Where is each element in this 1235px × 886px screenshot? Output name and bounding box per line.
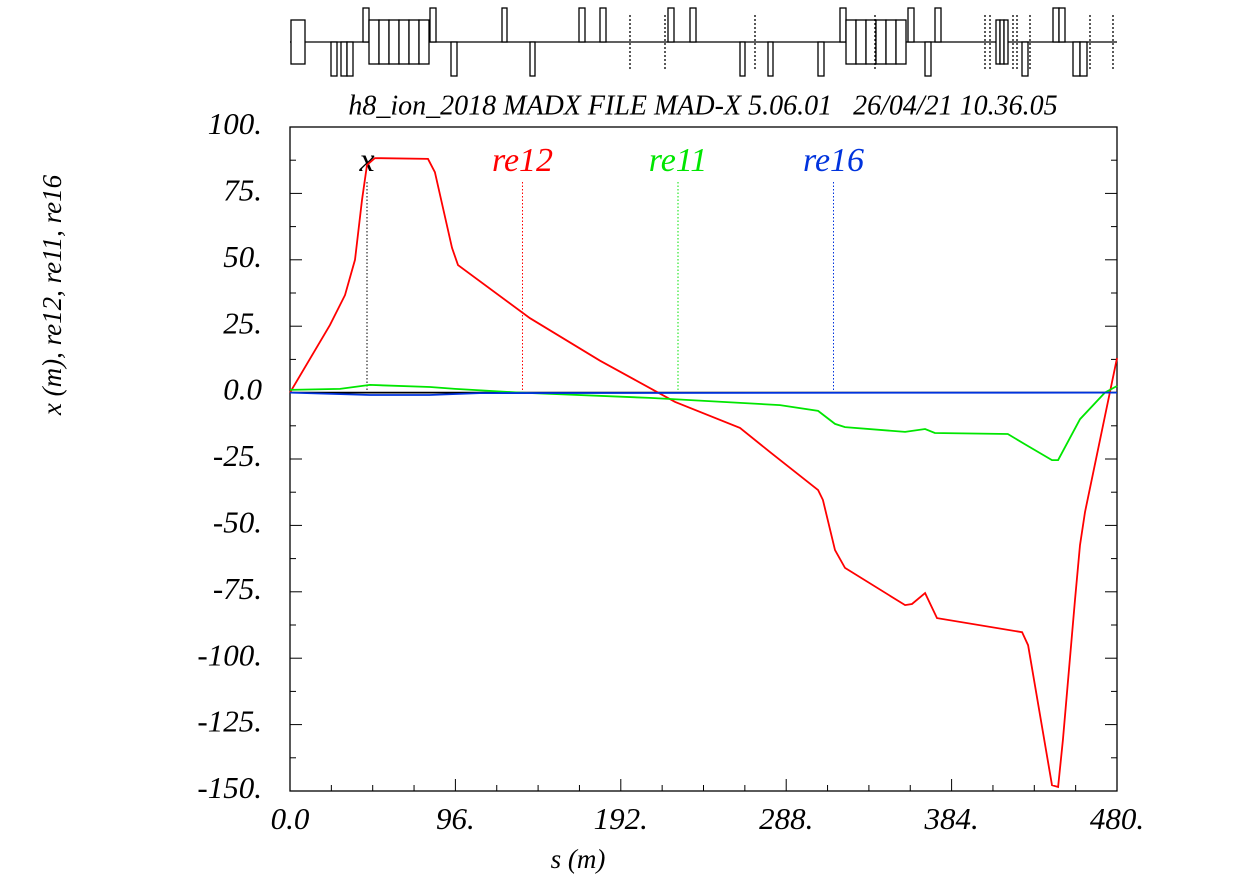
y-tick-label: -50. [213,505,262,540]
y-tick-label: -75. [213,571,262,606]
lattice-element [1021,41,1029,77]
lattice-element [1072,41,1081,77]
y-axis-label: x (m), re12, re11, re16 [37,174,67,416]
x-tick-label: 480. [1090,801,1144,836]
legend-label: re11 [649,142,708,179]
lattice-element [429,7,437,43]
series-line [289,157,1118,789]
lattice-element [739,41,746,77]
x-tick-label: 192. [594,801,648,836]
lattice-element [767,41,774,77]
lattice-element [934,7,942,43]
lattice-element [855,19,867,65]
lattice-element [378,19,390,65]
y-tick-label: 25. [223,305,262,340]
lattice-layout [290,7,1117,77]
y-tick-label: -125. [197,704,262,739]
lattice-element [865,19,877,65]
lattice-element [817,41,825,77]
lattice-element [418,19,430,65]
lattice-element [1003,19,1009,65]
lattice-element [907,7,915,43]
y-tick-label: 75. [223,173,262,208]
x-tick-label: 288. [759,801,813,836]
x-axis-label: s (m) [551,844,606,874]
x-tick-label: 0.0 [271,801,310,836]
y-tick-label: -25. [213,438,262,473]
lattice-element [1058,7,1066,43]
lattice-element [667,7,675,43]
lattice-element [578,7,586,43]
lattice-element [398,19,410,65]
lattice-element [450,41,458,77]
x-tick-label: 96. [436,801,475,836]
lattice-element [368,19,380,65]
plot-frame [289,126,1118,792]
lattice-element [330,41,338,77]
lattice-element [1052,7,1060,43]
lattice-element [290,19,306,65]
lattice-element [689,7,697,43]
series-line [289,383,1118,462]
lattice-element [1079,41,1088,77]
lattice-element [875,19,887,65]
y-tick-label: 100. [208,106,262,141]
lattice-element [362,7,370,43]
lattice-element [408,19,420,65]
legend-label: re16 [803,142,864,179]
legend-label: re12 [492,142,553,179]
lattice-element [501,7,508,43]
y-tick-label: 0.0 [223,372,262,407]
lattice-element [839,7,847,43]
lattice-element [895,19,907,65]
lattice-element [529,41,536,77]
chart-title: h8_ion_2018 MADX FILE MAD-X 5.06.01 26/0… [348,90,1057,121]
lattice-element [845,19,857,65]
y-tick-label: -100. [197,637,262,672]
series-line [289,391,1118,396]
x-tick-label: 384. [923,801,978,836]
y-tick-label: 50. [223,239,262,274]
lattice-element [885,19,897,65]
y-tick-label: -150. [197,770,262,805]
lattice-element [924,41,932,77]
lattice-element [346,41,354,77]
lattice-element [599,7,607,43]
lattice-element [340,41,348,77]
lattice-element [388,19,400,65]
legend-label: x [358,142,374,179]
